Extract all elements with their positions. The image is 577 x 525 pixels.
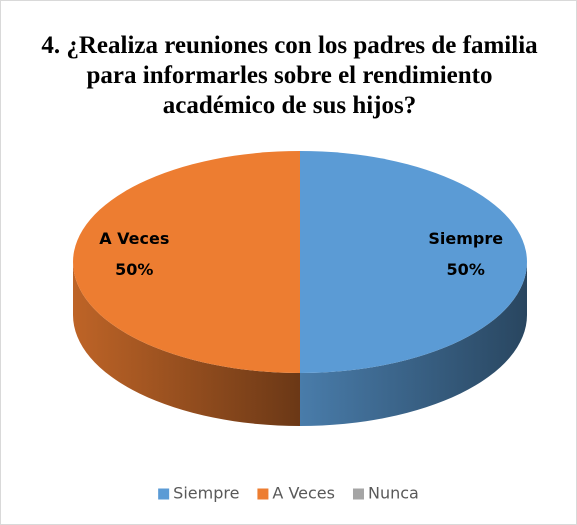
slice <box>73 151 300 373</box>
legend-swatch <box>158 488 170 500</box>
legend-label: A Veces <box>272 484 335 503</box>
slice-side <box>300 262 527 426</box>
slice-side <box>73 262 300 426</box>
legend-swatch <box>352 488 364 500</box>
data-label-value: 50% <box>115 260 153 279</box>
slice <box>300 151 527 373</box>
legend-label: Nunca <box>368 484 419 503</box>
data-label-name: Siempre <box>428 229 503 248</box>
data-label-name: A Veces <box>99 229 169 248</box>
legend-swatch <box>257 488 269 500</box>
chart-title: 4. ¿Realiza reuniones con los padres de … <box>41 32 538 119</box>
data-label-value: 50% <box>447 260 485 279</box>
legend-label: Siempre <box>173 484 239 503</box>
